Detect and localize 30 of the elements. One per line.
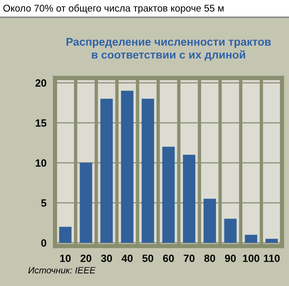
x-tick-label: 100 (243, 254, 260, 262)
x-tick-label: 30 (101, 254, 112, 262)
bar (182, 154, 196, 243)
x-tick-label: 110 (264, 254, 280, 262)
x-tick-label: 40 (122, 254, 133, 262)
chart-title: Распределение численности трактов в соответствии с их длиной (66, 38, 271, 61)
bar (80, 162, 92, 243)
x-tick-label: 80 (204, 254, 216, 262)
bar (59, 226, 72, 243)
bar (224, 218, 237, 243)
y-tick-label: 10 (36, 159, 46, 167)
x-tick-label: 90 (224, 254, 236, 262)
y-tick-label: 15 (36, 119, 46, 127)
y-tick-label: 5 (41, 199, 46, 207)
x-tick-label: 20 (80, 254, 92, 262)
bar (244, 234, 258, 243)
x-tick-label: 60 (163, 254, 174, 262)
bar (142, 98, 154, 243)
text: Около 70% от общего числа трактов короче 55 м (3, 4, 224, 14)
bar (204, 198, 216, 243)
y-tick-label: 0 (41, 239, 46, 247)
x-tick-label: 10 (60, 254, 71, 262)
text: Источник: IEEE (28, 267, 96, 274)
bar (265, 238, 278, 243)
bar (121, 90, 134, 243)
bar (162, 146, 175, 243)
y-tick-label: 20 (35, 79, 46, 87)
bar (100, 98, 113, 243)
x-tick-label: 50 (142, 254, 154, 262)
x-tick-label: 70 (184, 254, 195, 262)
